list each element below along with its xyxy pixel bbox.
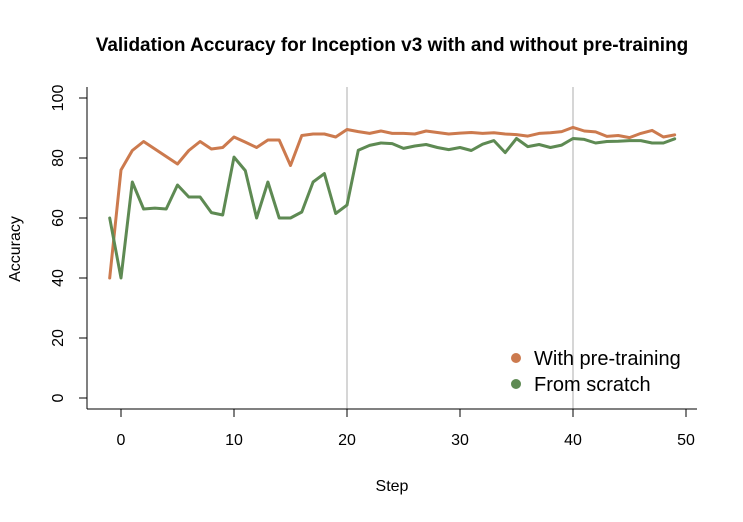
x-ticks: 0 10 20 30 40 50 bbox=[117, 409, 695, 449]
x-tick-label: 0 bbox=[117, 432, 126, 449]
chart-title: Validation Accuracy for Inception v3 wit… bbox=[96, 35, 689, 56]
legend-label: With pre-training bbox=[534, 348, 681, 370]
y-tick-label: 20 bbox=[50, 329, 67, 347]
x-axis-label: Step bbox=[376, 478, 409, 495]
legend-label: From scratch bbox=[534, 374, 651, 396]
y-axis-label: Accuracy bbox=[7, 216, 24, 282]
y-tick-label: 80 bbox=[50, 149, 67, 167]
series-lines bbox=[108, 125, 677, 280]
legend-swatch bbox=[511, 379, 521, 389]
y-tick-label: 40 bbox=[50, 269, 67, 287]
y-tick-label: 0 bbox=[50, 393, 67, 402]
y-tick-label: 100 bbox=[50, 85, 67, 112]
x-tick-label: 40 bbox=[564, 432, 582, 449]
x-tick-label: 50 bbox=[677, 432, 695, 449]
x-tick-label: 10 bbox=[225, 432, 243, 449]
legend-swatch bbox=[511, 353, 521, 363]
reference-lines bbox=[346, 87, 574, 409]
series-line-from-scratch bbox=[108, 137, 677, 280]
y-tick-label: 60 bbox=[50, 209, 67, 227]
series-line-with-pre-training bbox=[108, 125, 677, 280]
x-tick-label: 20 bbox=[338, 432, 356, 449]
legend: With pre-training From scratch bbox=[511, 348, 681, 396]
x-tick-label: 30 bbox=[451, 432, 469, 449]
y-ticks: 0 20 40 60 80 100 bbox=[50, 85, 87, 402]
